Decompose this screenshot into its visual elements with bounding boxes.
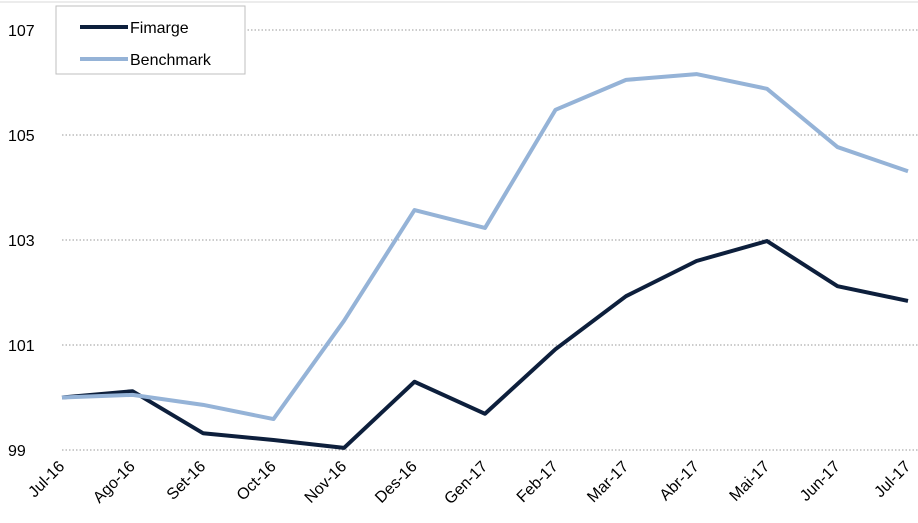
x-tick-label: Nov-16 <box>302 458 351 507</box>
x-tick-label: Jun-17 <box>797 458 844 505</box>
y-tick-label: 99 <box>8 443 26 460</box>
x-tick-label: Abr-17 <box>657 458 703 504</box>
legend-label: Fimarge <box>130 20 189 37</box>
x-tick-label: Des-16 <box>372 458 421 507</box>
x-tick-label: Mai-17 <box>727 458 774 505</box>
legend-box <box>55 5 246 75</box>
series-line <box>61 239 909 450</box>
y-tick-label: 107 <box>8 23 35 40</box>
x-tick-label: Mar-17 <box>584 458 632 506</box>
x-tick-label: Oct-16 <box>234 458 280 504</box>
legend-label: Benchmark <box>130 52 212 69</box>
y-tick-label: 101 <box>8 338 35 355</box>
series-line <box>61 72 909 422</box>
x-tick-label: Jul-17 <box>871 458 914 501</box>
x-tick-label: Ago-16 <box>90 458 139 507</box>
x-tick-label: Gen-17 <box>441 458 491 508</box>
y-tick-label: 103 <box>8 233 35 250</box>
x-tick-label: Feb-17 <box>514 458 562 506</box>
y-tick-label: 105 <box>8 128 35 145</box>
x-tick-label: Set-16 <box>164 458 209 503</box>
x-tick-label: Jul-16 <box>25 458 68 501</box>
